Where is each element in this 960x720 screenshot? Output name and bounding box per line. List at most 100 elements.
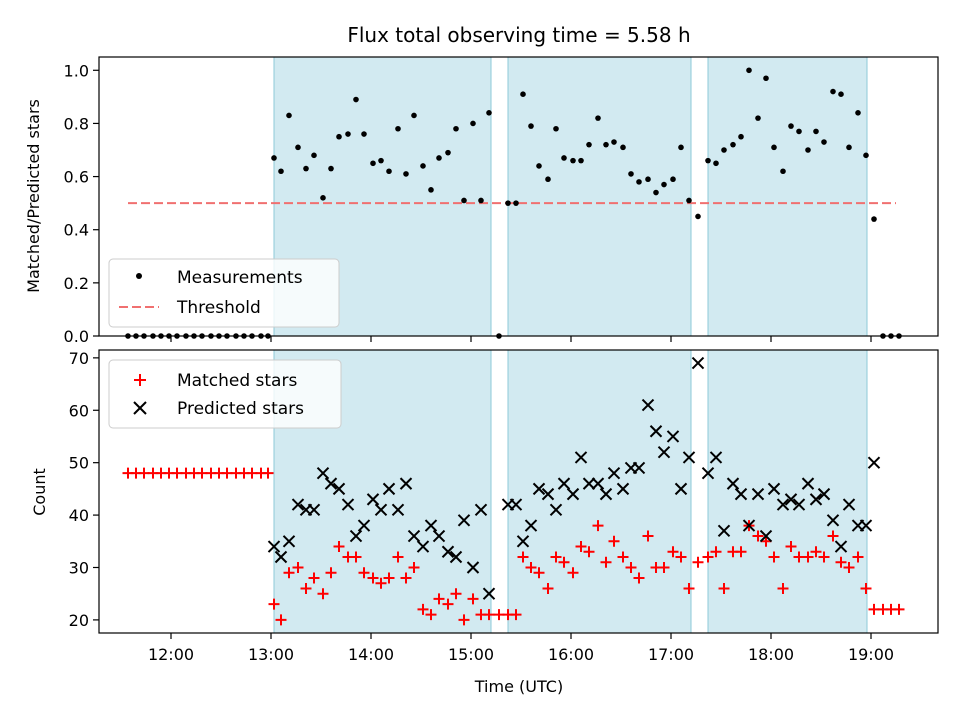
measurement-point-47	[513, 200, 519, 206]
matched-point-76	[752, 530, 764, 542]
bottom-plot-frame	[98, 349, 939, 634]
matched-point-55	[575, 541, 587, 553]
measurement-point-33	[395, 125, 401, 132]
predicted-point-50	[691, 356, 705, 370]
measurement-point-79	[780, 168, 786, 175]
measurement-point-69	[695, 213, 701, 220]
measurement-point-64	[653, 189, 659, 196]
measurement-point-83	[813, 128, 819, 135]
measurement-point-41	[461, 197, 467, 204]
predicted-point-20	[432, 529, 446, 543]
matched-point-87	[843, 561, 855, 573]
matched-point-22	[300, 582, 312, 594]
predicted-point-14	[382, 482, 396, 496]
observing-windows-bottom	[273, 349, 868, 634]
measurement-point-23	[311, 152, 317, 159]
measurement-point-37	[428, 187, 434, 193]
matched-point-83	[810, 546, 822, 558]
measurement-point-48	[520, 91, 526, 97]
measurement-point-59	[611, 139, 617, 145]
predicted-point-5	[307, 503, 321, 517]
predicted-point-49	[682, 451, 696, 464]
top-ytick-label-5: 1.0	[64, 61, 89, 80]
measurement-point-19	[278, 168, 284, 175]
measurement-point-36	[420, 163, 426, 169]
measurement-point-27	[345, 131, 351, 137]
matched-point-30	[367, 572, 379, 584]
matched-point-67	[675, 551, 687, 563]
measurement-point-80	[788, 123, 794, 129]
matched-point-35	[408, 561, 420, 573]
measurement-point-46	[505, 200, 511, 206]
predicted-point-17	[407, 529, 421, 543]
predicted-point-53	[717, 524, 731, 538]
predicted-point-66	[826, 514, 840, 527]
matched-point-79	[777, 582, 789, 594]
predicted-point-56	[742, 519, 756, 532]
top-x-ticks	[170, 336, 872, 342]
matched-star-points	[122, 467, 905, 626]
bottom-ytick-label-0: 20	[69, 611, 89, 630]
observing-window-2	[707, 349, 868, 634]
matched-point-85	[827, 530, 839, 542]
measurement-point-82	[805, 147, 811, 153]
bottom-xtick-label-2: 14:00	[348, 645, 394, 664]
measurement-point-54	[570, 157, 576, 164]
matched-point-51	[542, 582, 554, 594]
matched-point-20	[283, 567, 295, 579]
matched-point-52	[550, 551, 562, 563]
matched-point-54	[567, 567, 579, 579]
bottom-ytick-label-1: 30	[69, 558, 89, 577]
predicted-point-36	[574, 451, 588, 464]
predicted-point-3	[291, 498, 305, 511]
predicted-point-26	[482, 587, 496, 600]
bottom-xtick-label-4: 16:00	[548, 645, 594, 664]
predicted-point-60	[776, 498, 790, 511]
measurement-point-28	[353, 96, 359, 103]
matched-point-78	[768, 551, 780, 563]
predicted-point-25	[474, 503, 488, 517]
matched-point-36	[417, 603, 429, 615]
measurement-point-31	[378, 157, 384, 164]
matched-point-40	[450, 588, 462, 600]
predicted-point-39	[599, 487, 613, 501]
chart-title: Flux total observing time = 5.58 h	[347, 23, 690, 47]
predicted-point-55	[734, 487, 748, 501]
measurement-point-66	[670, 176, 676, 183]
legend-predicted-label: Predicted stars	[177, 399, 304, 419]
measurement-point-35	[411, 112, 417, 119]
matched-point-63	[642, 530, 654, 542]
measurement-point-25	[328, 165, 334, 172]
predicted-point-33	[549, 503, 563, 517]
matched-point-31	[375, 577, 387, 589]
matched-point-24	[317, 588, 329, 600]
matched-point-56	[583, 546, 595, 558]
measurement-point-55	[578, 157, 584, 164]
matched-point-82	[802, 551, 814, 563]
predicted-point-23	[457, 514, 471, 527]
predicted-point-61	[784, 493, 798, 506]
bottom-legend-box	[108, 359, 342, 429]
matched-point-28	[350, 551, 362, 563]
predicted-point-65	[817, 487, 831, 501]
measurement-point-62	[636, 179, 642, 185]
predicted-point-52	[709, 451, 723, 464]
matched-point-89	[860, 582, 872, 594]
top-ytick-label-3: 0.6	[64, 168, 89, 187]
measurement-point-42	[470, 120, 476, 127]
matched-point-23	[308, 572, 320, 584]
x-axis-label: Time (UTC)	[474, 677, 563, 696]
matched-point-50	[533, 567, 545, 579]
matched-point-58	[600, 556, 612, 568]
predicted-point-0	[267, 540, 281, 553]
measurement-point-43	[478, 197, 484, 204]
matched-point-17	[262, 467, 274, 479]
bottom-ytick-label-4: 60	[69, 401, 89, 420]
predicted-point-45	[649, 425, 663, 438]
measurement-point-70	[705, 157, 711, 164]
observing-window-1	[507, 56, 692, 337]
matched-point-65	[658, 561, 670, 573]
predicted-point-8	[332, 482, 346, 496]
measurement-point-90	[871, 216, 877, 222]
legend-measurements-marker	[136, 273, 142, 279]
